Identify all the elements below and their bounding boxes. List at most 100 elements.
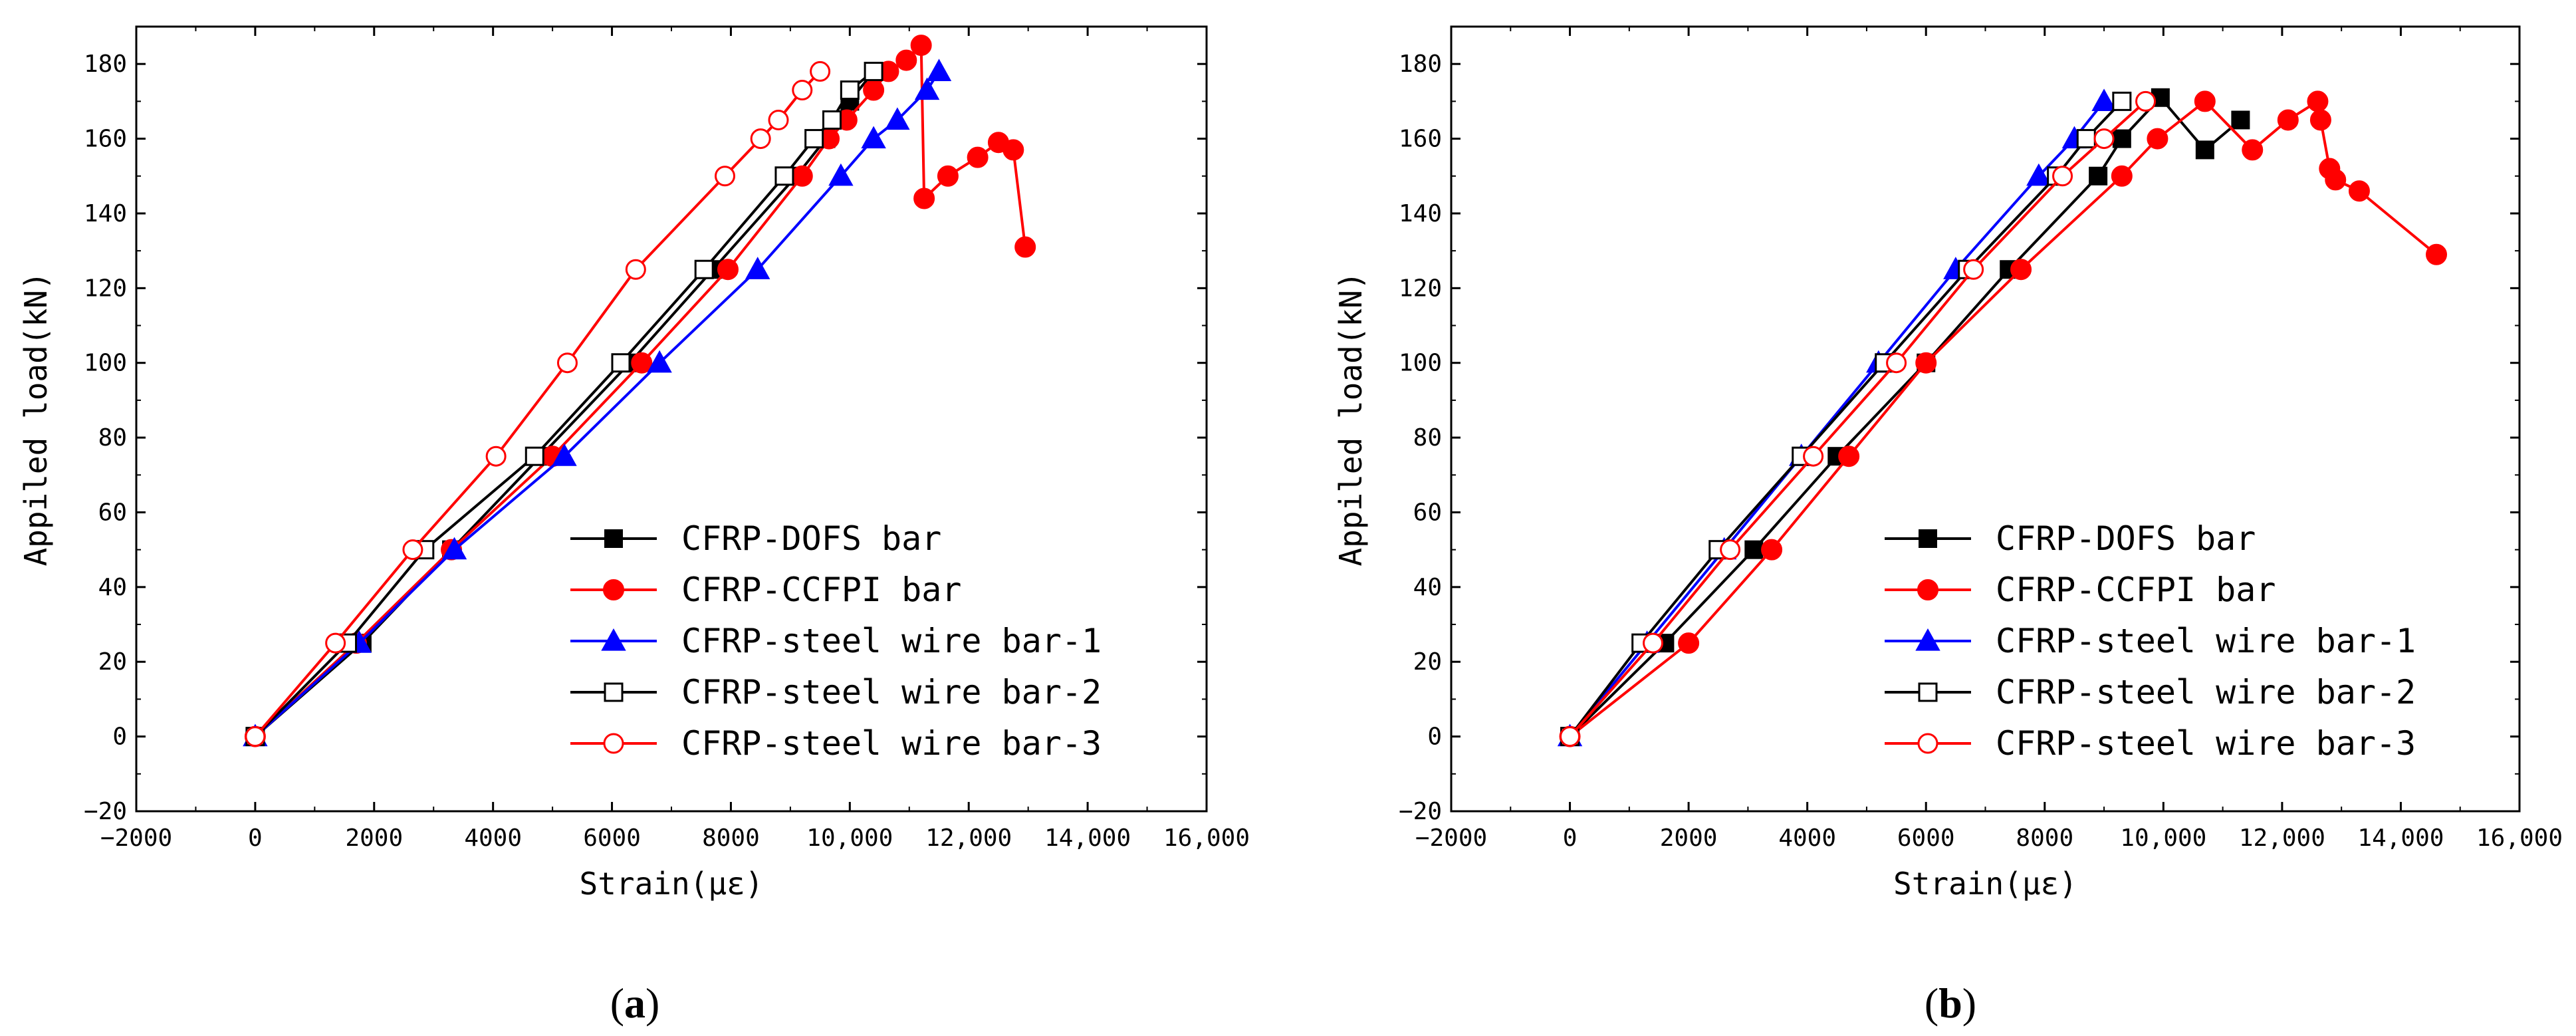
y-tick-label: 20 bbox=[98, 648, 127, 676]
series-2 bbox=[1559, 90, 2448, 747]
data-point bbox=[864, 61, 883, 81]
data-point bbox=[485, 446, 507, 467]
data-point bbox=[2147, 128, 2168, 150]
panel-label-close: ) bbox=[645, 979, 659, 1027]
data-point bbox=[2076, 129, 2096, 149]
data-point bbox=[2325, 169, 2347, 191]
data-point bbox=[552, 444, 577, 466]
y-tick-label: 0 bbox=[1427, 723, 1442, 751]
y-tick-label: 140 bbox=[1399, 200, 1442, 227]
data-point bbox=[245, 726, 266, 747]
legend-marker bbox=[1917, 733, 1938, 754]
data-point bbox=[810, 61, 831, 82]
x-tick-label: 6000 bbox=[583, 825, 641, 852]
data-point bbox=[750, 128, 771, 150]
x-tick-label: 8000 bbox=[702, 825, 760, 852]
panel-label-close: ) bbox=[1962, 979, 1976, 1027]
legend-marker bbox=[1918, 682, 1938, 702]
data-point bbox=[1803, 446, 1824, 467]
y-tick-label: 180 bbox=[1399, 51, 1442, 78]
series-5 bbox=[1560, 90, 2157, 747]
data-point bbox=[1761, 539, 1783, 561]
data-point bbox=[717, 259, 739, 281]
x-tick-label: −2000 bbox=[100, 825, 172, 852]
y-tick-label: 60 bbox=[98, 499, 127, 526]
data-point bbox=[774, 166, 794, 186]
data-point bbox=[791, 165, 813, 187]
data-point bbox=[2277, 109, 2299, 131]
data-point bbox=[937, 165, 959, 187]
x-tick-label: 0 bbox=[248, 825, 263, 852]
data-point bbox=[1678, 632, 1700, 654]
panel-label-letter: b bbox=[1938, 979, 1962, 1027]
data-point bbox=[840, 80, 860, 100]
legend-label: CFRP-steel wire bar-1 bbox=[681, 622, 1102, 660]
data-point bbox=[828, 163, 854, 186]
x-tick-label: −2000 bbox=[1415, 825, 1487, 852]
data-point bbox=[2111, 165, 2133, 187]
y-tick-label: −20 bbox=[1399, 798, 1442, 825]
y-axis-title: Appiled load(kN) bbox=[1333, 271, 1369, 566]
legend-marker bbox=[604, 529, 623, 548]
data-point bbox=[822, 110, 842, 130]
x-tick-label: 16,000 bbox=[1163, 825, 1250, 852]
legend-label: CFRP-DOFS bar bbox=[681, 519, 941, 558]
data-point bbox=[910, 35, 932, 57]
y-tick-label: 80 bbox=[98, 424, 127, 452]
panel-label-letter: a bbox=[624, 979, 645, 1027]
y-tick-label: 40 bbox=[98, 574, 127, 601]
legend-marker bbox=[1919, 529, 1937, 548]
data-point bbox=[2242, 139, 2264, 161]
series-4 bbox=[245, 61, 883, 747]
panel-label: (a) bbox=[610, 979, 660, 1027]
data-point bbox=[2091, 88, 2117, 111]
data-point bbox=[715, 166, 735, 187]
data-point bbox=[525, 446, 544, 466]
x-tick-label: 10,000 bbox=[806, 825, 893, 852]
y-tick-label: 100 bbox=[84, 350, 127, 377]
data-point bbox=[647, 350, 672, 373]
data-point bbox=[2112, 129, 2131, 148]
data-point bbox=[863, 79, 885, 101]
legend-label: CFRP-DOFS bar bbox=[1996, 519, 2256, 558]
data-point bbox=[1643, 632, 1664, 654]
data-point bbox=[926, 59, 952, 82]
data-point bbox=[1002, 139, 1024, 161]
data-point bbox=[2231, 110, 2250, 130]
y-tick-label: 160 bbox=[1399, 126, 1442, 153]
x-tick-label: 4000 bbox=[464, 825, 522, 852]
data-point bbox=[2426, 243, 2448, 265]
data-point bbox=[631, 352, 653, 374]
data-point bbox=[768, 109, 789, 130]
x-tick-label: 12,000 bbox=[925, 825, 1012, 852]
x-axis-title: Strain(με) bbox=[580, 866, 764, 902]
legend-label: CFRP-steel wire bar-1 bbox=[1996, 622, 2416, 660]
data-point bbox=[1886, 352, 1907, 374]
data-point bbox=[1744, 540, 1764, 559]
x-tick-label: 2000 bbox=[1660, 825, 1718, 852]
chart-panel-a: −2000 0 2000 4000 6000 8000 10,000 12,000 14,000… bbox=[18, 25, 1250, 1027]
data-point bbox=[1014, 236, 1036, 258]
data-point bbox=[694, 259, 714, 279]
y-tick-label: 0 bbox=[112, 723, 127, 751]
y-tick-label: 180 bbox=[84, 51, 127, 78]
legend-label: CFRP-steel wire bar-2 bbox=[681, 673, 1102, 712]
y-tick-label: 40 bbox=[1413, 574, 1442, 601]
legend-label: CFRP-CCFPI bar bbox=[1996, 571, 2276, 609]
legend-marker bbox=[603, 733, 624, 754]
legend: CFRP-DOFS bar CFRP-CCFPI bar CFRP-steel wi… bbox=[1885, 519, 2416, 763]
y-tick-label: 120 bbox=[84, 275, 127, 302]
data-point bbox=[611, 353, 631, 373]
data-point bbox=[2195, 140, 2214, 160]
data-point bbox=[861, 126, 886, 149]
x-tick-label: 16,000 bbox=[2476, 825, 2563, 852]
data-point bbox=[2089, 166, 2108, 186]
y-tick-label: 160 bbox=[84, 126, 127, 153]
legend-label: CFRP-steel wire bar-3 bbox=[681, 724, 1102, 763]
data-point bbox=[895, 49, 917, 71]
data-point bbox=[914, 77, 940, 100]
data-point bbox=[745, 257, 770, 279]
chart-panel-b: −2000 0 2000 4000 6000 8000 10,000 12,000 14,000… bbox=[1333, 25, 2563, 1027]
y-axis-title: Appiled load(kN) bbox=[18, 271, 54, 566]
legend-marker bbox=[1915, 628, 1940, 651]
